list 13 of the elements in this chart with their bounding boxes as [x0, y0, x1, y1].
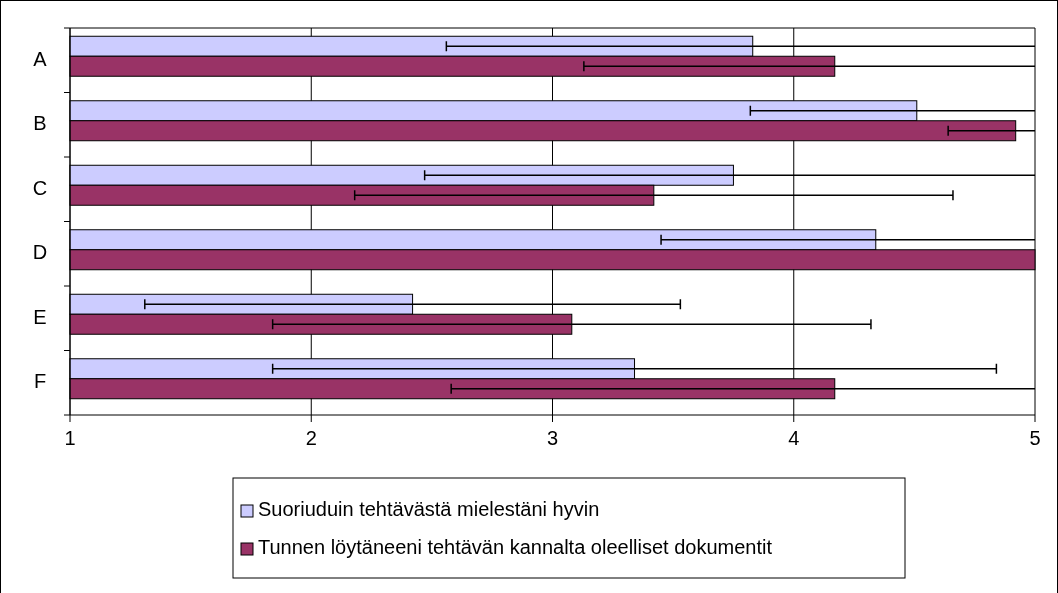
legend-label: Tunnen löytäneeni tehtävän kannalta oleelliset dokumentit	[258, 536, 773, 559]
y-tick-label: A	[33, 47, 48, 70]
x-tick-label: 4	[788, 427, 800, 449]
x-tick-label: 3	[546, 427, 559, 449]
x-tick-label: 2	[305, 427, 317, 449]
x-tick-label: 5	[1029, 427, 1041, 449]
y-tick-label: C	[32, 176, 48, 199]
y-tick-label: F	[33, 370, 47, 393]
legend-label: Suoriuduin tehtävästä mielestäni hyvin	[258, 498, 600, 521]
y-tick-label: E	[33, 305, 47, 328]
y-tick-label: D	[32, 241, 48, 264]
y-tick-label: B	[33, 112, 47, 135]
x-tick-label: 1	[64, 427, 76, 449]
